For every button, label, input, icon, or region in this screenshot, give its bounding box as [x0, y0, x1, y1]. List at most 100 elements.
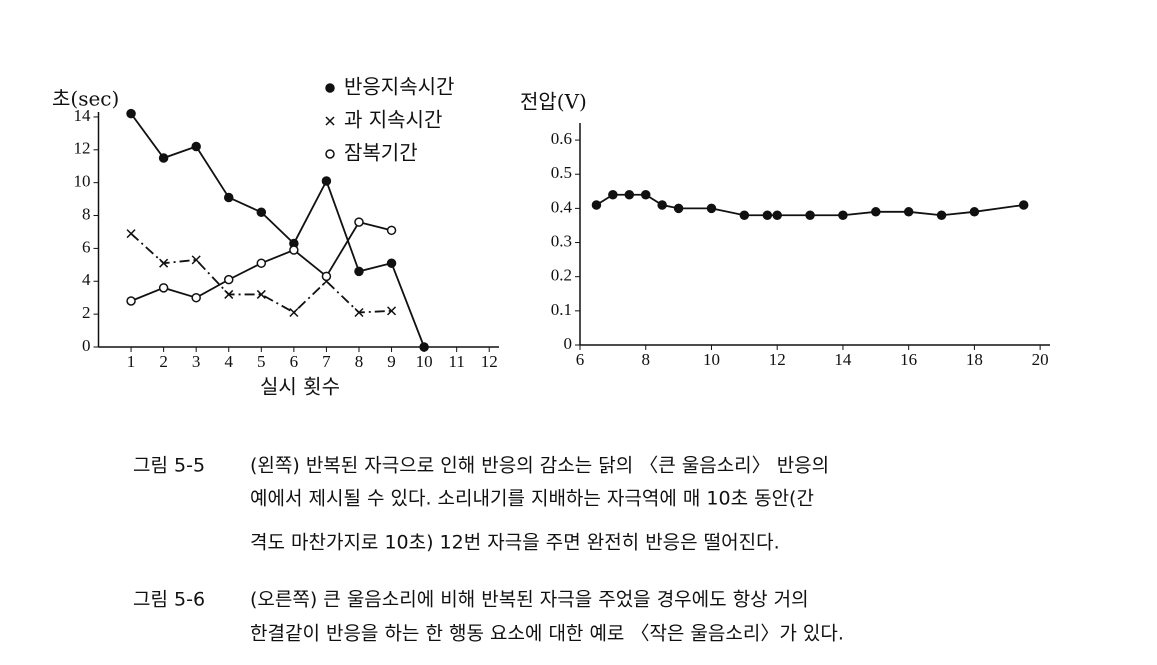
- marker-stroke: [354, 307, 364, 318]
- y-axis-label: 전압(V): [520, 90, 587, 114]
- data-point: [624, 189, 635, 200]
- x-tick-label: 14: [834, 350, 852, 369]
- x-tick-label: 6: [576, 350, 585, 369]
- x-tick-label: 2: [159, 352, 168, 371]
- x-tick-label: 1: [127, 352, 136, 371]
- data-point: [223, 192, 234, 203]
- x-tick-label: 6: [290, 352, 299, 371]
- x-tick-label: 12: [481, 352, 498, 371]
- data-point: [256, 289, 266, 299]
- marker-stroke: [289, 307, 299, 318]
- data-point: [657, 200, 667, 210]
- data-point: [387, 306, 397, 316]
- data-point: [321, 176, 332, 186]
- data-point: [591, 200, 602, 210]
- x-tick-label: 8: [355, 352, 364, 371]
- data-point: [903, 207, 914, 217]
- data-point: [321, 271, 332, 282]
- data-point: [386, 258, 397, 268]
- data-point: [256, 258, 267, 268]
- x-tick-label: 18: [966, 350, 983, 369]
- caption-line: 예에서 제시될 수 있다. 소리내기를 지배하는 자극역에 매 10초 동안(간: [250, 488, 814, 510]
- data-point: [289, 307, 299, 318]
- data-point: [159, 258, 169, 268]
- data-point: [673, 203, 684, 214]
- marker-stroke: [256, 289, 266, 299]
- legend-marker: [325, 83, 335, 93]
- x-tick-label: 10: [416, 352, 433, 371]
- marker-stroke: [387, 306, 397, 316]
- series-line: [130, 113, 425, 348]
- y-tick-label: 0.6: [551, 129, 572, 148]
- x-tick-label: 3: [192, 352, 201, 371]
- data-point: [805, 210, 815, 220]
- data-point: [838, 210, 848, 220]
- x-tick-label: 5: [257, 352, 266, 371]
- x-axis-label: 실시 횟수: [260, 375, 340, 399]
- marker-stroke: [159, 258, 169, 268]
- data-point: [158, 153, 169, 163]
- x-tick-label: 11: [448, 352, 464, 371]
- data-point: [158, 283, 169, 293]
- data-point: [640, 189, 651, 200]
- data-point: [223, 274, 234, 285]
- caption-line: (왼쪽) 반복된 자극으로 인해 반응의 감소는 닭의 〈큰 울음소리〉 반응의: [250, 455, 829, 477]
- data-point: [126, 296, 136, 306]
- caption-label: 그림 5-5: [133, 455, 205, 477]
- caption-line: 격도 마찬가지로 10초) 12번 자극을 주면 완전히 반응은 떨어진다.: [250, 532, 780, 554]
- data-point: [191, 141, 201, 152]
- legend-label: 잠복기간: [344, 141, 418, 165]
- data-point: [126, 108, 136, 119]
- caption-line: (오른쪽) 큰 울음소리에 비해 반복된 자극을 주었을 경우에도 항상 거의: [250, 589, 809, 611]
- y-tick-label: 0.2: [551, 266, 572, 285]
- y-tick-label: 10: [74, 172, 91, 191]
- legend-label: 반응지속시간: [344, 75, 454, 99]
- marker-stroke: [325, 116, 335, 126]
- legend-label: 과 지속시간: [344, 108, 442, 132]
- y-tick-label: 12: [74, 139, 91, 158]
- data-point: [354, 217, 364, 227]
- legend-marker: [325, 116, 335, 126]
- data-point: [706, 203, 717, 214]
- data-point: [762, 210, 773, 220]
- x-tick-label: 16: [900, 350, 917, 369]
- data-point: [126, 229, 136, 239]
- data-point: [1018, 200, 1029, 210]
- marker-stroke: [191, 255, 201, 265]
- data-point: [354, 266, 364, 277]
- x-tick-label: 7: [322, 352, 331, 371]
- x-tick-label: 20: [1032, 350, 1049, 369]
- x-tick-label: 9: [387, 352, 396, 371]
- data-point: [289, 245, 299, 255]
- data-point: [386, 225, 397, 236]
- marker-stroke: [126, 229, 136, 239]
- data-point: [739, 210, 750, 220]
- data-point: [256, 207, 267, 217]
- y-tick-label: 4: [82, 270, 91, 289]
- series-line: [130, 232, 392, 314]
- legend-marker: [325, 149, 335, 159]
- y-tick-label: 0.3: [551, 231, 572, 250]
- y-tick-label: 0.5: [551, 163, 572, 182]
- y-tick-label: 2: [82, 303, 91, 322]
- data-point: [936, 210, 947, 220]
- y-tick-label: 6: [82, 237, 91, 256]
- caption-label: 그림 5-6: [133, 589, 205, 611]
- y-tick-label: 0: [82, 336, 91, 355]
- y-tick-label: 8: [82, 204, 91, 223]
- x-tick-label: 8: [641, 350, 650, 369]
- y-tick-label: 0.4: [551, 197, 573, 216]
- x-tick-label: 12: [769, 350, 786, 369]
- data-point: [871, 207, 881, 217]
- x-tick-label: 10: [703, 350, 720, 369]
- y-axis-label: 초(sec): [52, 87, 119, 111]
- y-tick-label: 0.1: [551, 300, 572, 319]
- data-point: [772, 210, 782, 220]
- x-tick-label: 4: [224, 352, 233, 371]
- data-point: [969, 207, 980, 217]
- data-point: [354, 307, 364, 318]
- y-tick-label: 14: [74, 106, 92, 125]
- data-point: [224, 289, 234, 299]
